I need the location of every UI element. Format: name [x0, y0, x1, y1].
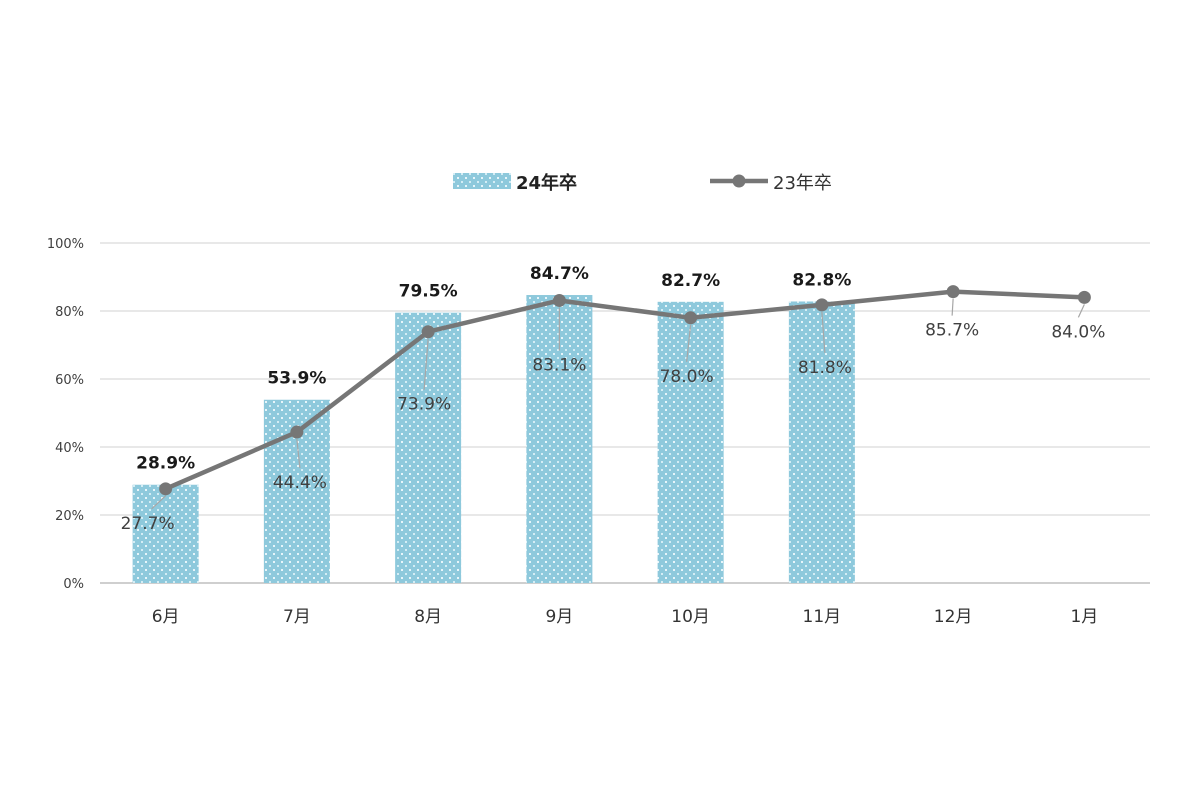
label-leaders [151, 298, 1085, 510]
line-marker [421, 325, 435, 339]
line-marker [290, 425, 304, 439]
legend: 24年卒 23年卒 [453, 172, 832, 194]
bar [132, 484, 199, 583]
x-tick-label: 11月 [803, 607, 842, 627]
line-value-label: 84.0% [1051, 322, 1105, 342]
legend-swatch-bar [453, 173, 511, 189]
y-axis: 0% 20% 40% 60% 80% 100% [47, 237, 84, 592]
label-leader [1077, 304, 1085, 318]
legend-label: 24年卒 [516, 172, 577, 194]
y-tick-label: 80% [55, 305, 84, 320]
bar-series [132, 295, 855, 583]
bar [788, 301, 855, 583]
label-leader [686, 324, 692, 362]
bar-value-label: 53.9% [267, 369, 326, 389]
x-tick-label: 9月 [545, 607, 573, 627]
line-value-label: 83.1% [532, 355, 586, 375]
bar [657, 301, 724, 583]
y-tick-label: 0% [63, 577, 84, 592]
x-axis: 6月 7月 8月 9月 10月 11月 12月 1月 [152, 607, 1099, 627]
legend-swatch-marker [732, 174, 746, 188]
x-tick-label: 8月 [414, 607, 442, 627]
data-labels: 28.9% 53.9% 79.5% 84.7% 82.7% 82.8% 27.7% 44.4%… [121, 264, 1106, 534]
bar-value-label: 82.8% [792, 270, 851, 290]
line-value-label: 81.8% [798, 358, 852, 378]
bar-value-label: 28.9% [136, 454, 195, 474]
line-marker [1077, 290, 1091, 304]
y-tick-label: 60% [55, 373, 84, 388]
label-leader [423, 338, 429, 390]
x-tick-label: 6月 [152, 607, 180, 627]
line-marker [815, 298, 829, 312]
x-tick-label: 1月 [1070, 607, 1098, 627]
line-marker [159, 482, 173, 496]
line-value-label: 27.7% [121, 514, 175, 534]
y-tick-label: 40% [55, 441, 84, 456]
line-value-label: 44.4% [273, 473, 327, 493]
line-value-label: 73.9% [397, 395, 451, 415]
line-marker [552, 293, 566, 307]
bar-value-label: 82.7% [661, 271, 720, 291]
label-leader [151, 495, 167, 510]
series-line [163, 289, 1087, 492]
bar-value-label: 79.5% [399, 282, 458, 302]
x-tick-label: 7月 [283, 607, 311, 627]
x-tick-label: 10月 [671, 607, 710, 627]
label-leader [821, 311, 826, 353]
line-marker [684, 311, 698, 325]
line-marker [946, 285, 960, 299]
y-tick-label: 20% [55, 509, 84, 524]
y-tick-label: 100% [47, 237, 84, 252]
bar-value-label: 84.7% [530, 264, 589, 284]
label-leader [296, 438, 301, 469]
line-value-label: 78.0% [660, 367, 714, 387]
bar [395, 312, 462, 583]
x-tick-label: 12月 [934, 607, 973, 627]
label-leader [951, 298, 954, 316]
legend-label: 23年卒 [773, 173, 832, 194]
line-series [159, 285, 1091, 496]
line-value-label: 85.7% [925, 321, 979, 341]
